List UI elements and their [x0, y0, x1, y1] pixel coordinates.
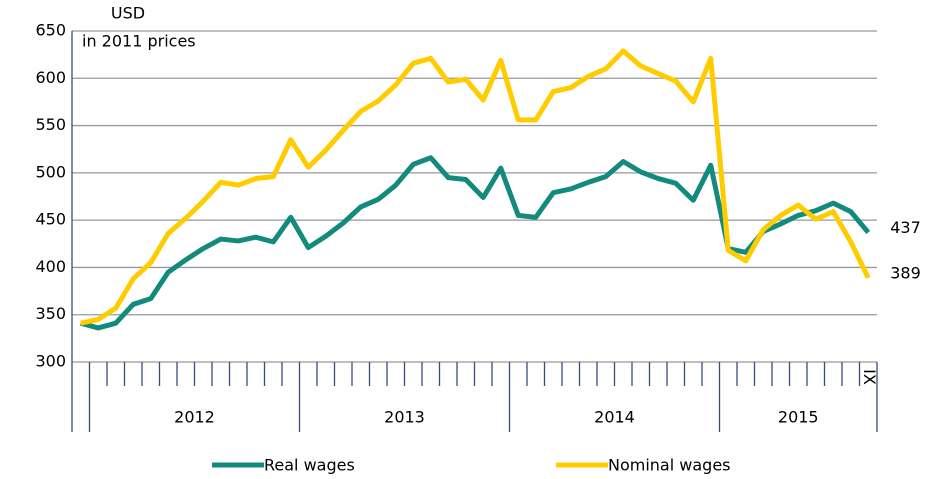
- year-label: 2012: [174, 408, 215, 427]
- y-axis-label: in 2011 prices: [82, 32, 196, 51]
- year-label: 2013: [384, 408, 425, 427]
- year-label: 2014: [594, 408, 635, 427]
- y-tick-label: 500: [35, 162, 66, 181]
- y-tick-label: 650: [35, 21, 66, 40]
- y-tick-label: 600: [35, 68, 66, 87]
- y-axis-label: USD: [111, 4, 145, 23]
- legend-label: Nominal wages: [608, 456, 731, 475]
- x-tick-label: IX: [860, 369, 879, 385]
- y-tick-label: 300: [35, 352, 66, 371]
- end-label: 389: [890, 263, 921, 282]
- year-label: 2015: [778, 408, 819, 427]
- legend-label: Real wages: [264, 456, 355, 475]
- y-tick-label: 450: [35, 210, 66, 229]
- line-series: [80, 48, 871, 326]
- line-series: [80, 155, 871, 331]
- y-tick-label: 400: [35, 257, 66, 276]
- end-label: 437: [890, 218, 921, 237]
- y-tick-label: 550: [35, 115, 66, 134]
- y-tick-label: 350: [35, 304, 66, 323]
